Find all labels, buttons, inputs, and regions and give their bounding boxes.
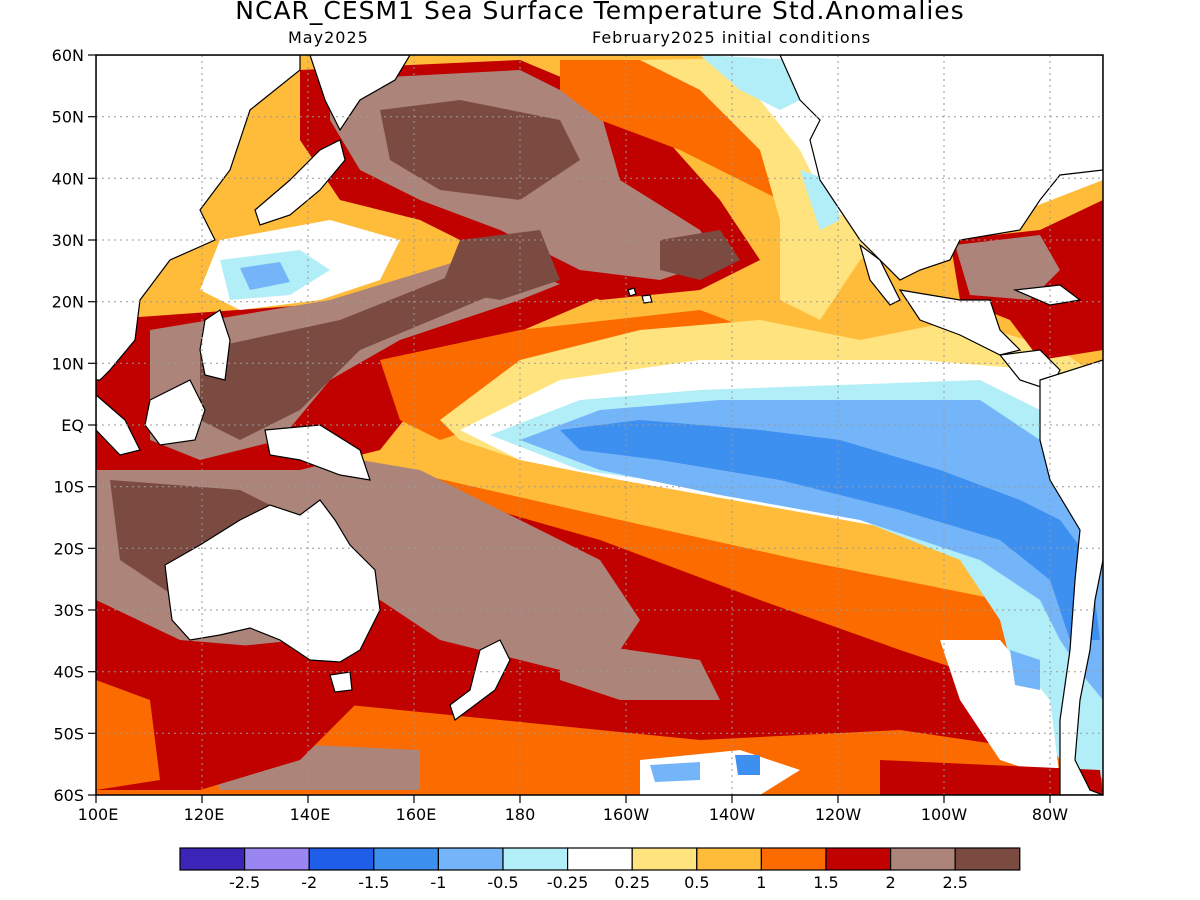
legend-tick-label: 1.5: [813, 873, 838, 892]
legend-tick-label: 1: [756, 873, 766, 892]
lon-label-120w: 120W: [815, 805, 862, 824]
legend-tick-label: 0.5: [684, 873, 709, 892]
landmass-kamchatka: [309, 55, 411, 132]
legend-tick-label: -1.5: [358, 873, 389, 892]
legend-tick-label: 0.25: [614, 873, 650, 892]
legend-swatch: [566, 847, 633, 871]
lon-label-160e: 160E: [396, 805, 437, 824]
landmass-philippines: [199, 309, 231, 381]
lon-label-100w: 100W: [921, 805, 968, 824]
lon-label-120e: 120E: [184, 805, 225, 824]
landmass-asia: [96, 55, 301, 381]
lon-label-100e: 100E: [78, 805, 119, 824]
lat-label-60n: 60N: [52, 46, 84, 65]
landmass-mexico: [898, 289, 1022, 356]
anomaly-region-darkbrown-north-pacific: [380, 100, 580, 200]
landmass-cuba: [1012, 284, 1082, 306]
anomaly-region-orange-southwest-corner: [96, 680, 160, 790]
legend-swatch: [179, 847, 246, 871]
color-legend: [179, 847, 1021, 871]
lat-label-20n: 20N: [52, 293, 84, 312]
anomaly-region-blue-kuroshio: [240, 262, 290, 290]
legend-swatch: [244, 847, 310, 871]
legend-swatch: [825, 847, 892, 871]
anomaly-region-blue-southern-ocean: [650, 762, 700, 782]
lat-label-30n: 30N: [52, 231, 84, 250]
legend-swatch: [696, 847, 762, 871]
legend-tick-label: -0.5: [487, 873, 518, 892]
anomaly-region-darkblue-southern-ocean: [735, 755, 760, 775]
legend-swatch: [631, 847, 698, 871]
valid-month-label: May2025: [288, 28, 369, 47]
anomaly-region-red-southwest-coast: [96, 600, 360, 790]
legend-tick-label: -0.25: [547, 873, 588, 892]
anomaly-region-blue-cold-tongue: [520, 400, 1103, 700]
legend-tick-label: -2: [301, 873, 317, 892]
legend-tick-label: -1: [430, 873, 446, 892]
legend-tick-label: 2: [886, 873, 896, 892]
legend-swatch: [502, 847, 569, 871]
anomaly-region-darkbrown-subtropical-band: [440, 230, 560, 300]
anomaly-region-darkbrown-southwest: [110, 480, 300, 600]
lat-label-20s: 20S: [53, 539, 84, 558]
anomaly-region-darkbrown-central-pacific: [660, 230, 740, 280]
lat-label-50n: 50N: [52, 108, 84, 127]
anomaly-region-darkblue-cold-tongue: [560, 420, 1100, 640]
landmass-sumatra: [96, 394, 141, 456]
landmass-new-zealand: [449, 639, 511, 721]
legend-swatch: [889, 847, 956, 871]
legend-tick-label: -2.5: [229, 873, 260, 892]
lon-label-160w: 160W: [603, 805, 650, 824]
lat-label-60s: 60S: [53, 786, 84, 805]
lat-label-50s: 50S: [53, 724, 84, 743]
init-conditions-label: February2025 initial conditions: [592, 28, 872, 47]
landmass-baja-california: [858, 243, 901, 306]
legend-swatch: [437, 847, 504, 871]
anomaly-region-white-southeast: [940, 640, 1060, 780]
lat-label-40s: 40S: [53, 663, 84, 682]
landmass-south-america: [1039, 359, 1103, 795]
legend-swatch: [954, 847, 1021, 871]
anomaly-region-red-southern-ocean-band: [880, 760, 1103, 795]
lon-label-140w: 140W: [709, 805, 756, 824]
lat-label-eq: EQ: [61, 416, 84, 435]
legend-tick-label: 2.5: [942, 873, 967, 892]
landmass-north-america: [779, 55, 1103, 281]
anomaly-region-brown-south-patch: [560, 640, 720, 700]
landmass-tasmania: [329, 671, 353, 693]
lat-label-10n: 10N: [52, 354, 84, 373]
lat-label-10s: 10S: [53, 478, 84, 497]
landmass-japan: [254, 139, 346, 226]
lon-label-180: 180: [505, 805, 536, 824]
landmass-australia: [164, 499, 381, 663]
lon-label-80w: 80W: [1032, 805, 1068, 824]
legend-swatch: [760, 847, 827, 871]
lon-label-140e: 140E: [290, 805, 331, 824]
map-title: NCAR_CESM1 Sea Surface Temperature Std.A…: [235, 0, 965, 25]
anomaly-region-blue-southeast: [1010, 650, 1040, 690]
lat-label-40n: 40N: [52, 169, 84, 188]
legend-swatch: [373, 847, 439, 871]
color-legend-labels: -2.5 -2 -1.5 -1 -0.5 -0.25 0.25 0.5 1 1.5 2 2.5: [229, 873, 968, 892]
landmass-hawaii: [627, 287, 653, 304]
legend-swatch: [308, 847, 375, 871]
anomaly-region-brown-gulf: [955, 235, 1060, 300]
landmass-new-guinea: [264, 424, 371, 481]
lat-label-30s: 30S: [53, 601, 84, 620]
